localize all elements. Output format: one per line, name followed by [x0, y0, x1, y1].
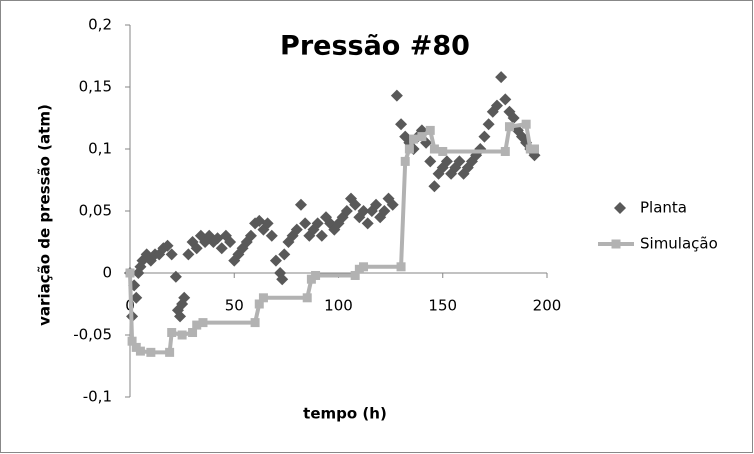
point: [417, 132, 427, 142]
point: [395, 118, 408, 131]
point: [490, 99, 503, 112]
point: [386, 198, 399, 211]
point: [453, 155, 466, 168]
point: [361, 217, 374, 230]
point: [311, 270, 321, 280]
point: [169, 270, 182, 283]
y-tick-label: 0,1: [88, 140, 112, 158]
point: [276, 273, 289, 286]
point: [507, 112, 520, 124]
y-tick-label: 0: [102, 264, 112, 282]
point: [182, 248, 195, 261]
point: [409, 134, 419, 144]
point: [165, 248, 178, 261]
point: [425, 125, 435, 135]
point: [350, 270, 360, 280]
point: [428, 180, 441, 193]
point: [261, 217, 274, 230]
point: [178, 291, 191, 304]
point: [250, 318, 260, 328]
point: [174, 310, 187, 323]
y-tick-label: -0,1: [83, 388, 112, 406]
point: [290, 223, 303, 236]
point: [215, 242, 228, 255]
point: [499, 93, 512, 106]
point: [258, 293, 268, 303]
point: [190, 242, 203, 255]
x-tick-label: 150: [428, 297, 457, 315]
point: [349, 198, 362, 211]
point: [130, 291, 143, 304]
point: [265, 229, 278, 242]
point: [504, 122, 514, 132]
point: [302, 293, 312, 303]
point: [161, 239, 174, 252]
y-tick-label: 0,15: [79, 78, 112, 96]
point: [299, 217, 312, 230]
point: [390, 89, 403, 102]
x-tick-label: 50: [225, 297, 244, 315]
point: [424, 155, 437, 168]
y-axis-title: variação de pressão (atm): [36, 104, 54, 326]
point: [269, 254, 282, 267]
point: [438, 146, 448, 156]
point: [400, 156, 410, 166]
y-tick-label: 0,2: [88, 16, 112, 34]
point: [340, 205, 353, 217]
point: [359, 262, 369, 272]
point: [529, 144, 539, 154]
x-tick-label: 100: [324, 297, 353, 315]
point: [440, 155, 453, 168]
point: [135, 346, 145, 356]
point: [478, 130, 491, 143]
point: [357, 205, 370, 217]
point: [224, 236, 237, 248]
point: [311, 217, 324, 230]
point: [127, 336, 137, 346]
point: [521, 119, 531, 129]
point: [188, 328, 198, 338]
point: [254, 299, 264, 309]
point: [167, 328, 177, 338]
x-axis-title: tempo (h): [303, 405, 387, 423]
point: [429, 144, 439, 154]
legend-marker: [611, 239, 621, 249]
point: [315, 229, 328, 242]
point: [370, 198, 383, 211]
point: [125, 268, 135, 278]
x-tick-label: 200: [533, 297, 562, 315]
point: [192, 320, 202, 330]
point: [482, 118, 495, 131]
point: [396, 262, 406, 272]
point: [198, 318, 208, 328]
point: [404, 144, 414, 154]
point: [278, 248, 291, 261]
y-tick-label: -0,05: [73, 326, 112, 344]
y-tick-label: 0,05: [79, 202, 112, 220]
point: [500, 146, 510, 156]
point: [294, 198, 307, 211]
point: [244, 229, 257, 242]
legend-label: Simulação: [640, 235, 718, 253]
point: [378, 205, 391, 217]
chart-title: Pressão #80: [280, 31, 470, 62]
point: [146, 347, 156, 357]
point: [495, 71, 508, 84]
legend-label: Planta: [640, 199, 687, 217]
point: [165, 347, 175, 357]
legend-marker: [614, 202, 626, 214]
point: [177, 330, 187, 340]
